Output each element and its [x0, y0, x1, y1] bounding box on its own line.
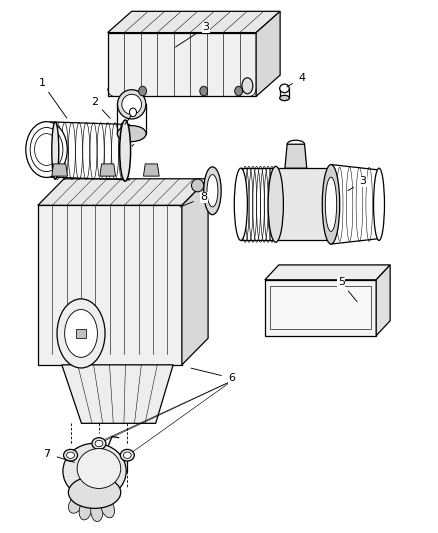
Ellipse shape — [191, 179, 204, 192]
Polygon shape — [108, 33, 256, 96]
Ellipse shape — [117, 90, 146, 119]
Polygon shape — [38, 179, 208, 205]
Ellipse shape — [35, 134, 59, 165]
Polygon shape — [270, 286, 371, 329]
Ellipse shape — [120, 120, 131, 181]
Ellipse shape — [322, 165, 340, 244]
Ellipse shape — [63, 443, 126, 499]
Polygon shape — [76, 329, 86, 338]
Ellipse shape — [65, 310, 97, 357]
Polygon shape — [376, 265, 390, 336]
Ellipse shape — [204, 167, 221, 215]
Text: 3: 3 — [360, 176, 367, 187]
Ellipse shape — [30, 127, 63, 172]
Circle shape — [130, 108, 137, 117]
Ellipse shape — [26, 122, 67, 177]
Ellipse shape — [67, 452, 74, 458]
Ellipse shape — [234, 168, 247, 240]
Ellipse shape — [374, 168, 385, 240]
Ellipse shape — [280, 84, 289, 93]
Polygon shape — [62, 365, 173, 423]
Text: 5: 5 — [338, 278, 345, 287]
Circle shape — [139, 86, 147, 96]
Ellipse shape — [95, 440, 103, 447]
Ellipse shape — [124, 452, 131, 458]
Circle shape — [200, 86, 208, 96]
Ellipse shape — [280, 95, 289, 101]
Polygon shape — [52, 164, 67, 176]
Text: 2: 2 — [91, 96, 98, 107]
Polygon shape — [265, 265, 390, 280]
Ellipse shape — [120, 449, 134, 461]
Ellipse shape — [57, 299, 105, 368]
Polygon shape — [182, 179, 208, 365]
Circle shape — [235, 86, 243, 96]
Text: 6: 6 — [229, 373, 236, 383]
Ellipse shape — [52, 122, 59, 179]
Polygon shape — [256, 11, 280, 96]
Polygon shape — [38, 205, 182, 365]
Ellipse shape — [122, 94, 141, 115]
Ellipse shape — [68, 495, 84, 513]
Text: 4: 4 — [298, 73, 306, 83]
Polygon shape — [100, 164, 116, 176]
Ellipse shape — [207, 175, 218, 207]
Polygon shape — [276, 168, 331, 240]
Ellipse shape — [64, 449, 78, 461]
Ellipse shape — [268, 166, 283, 243]
Ellipse shape — [91, 500, 103, 522]
Ellipse shape — [92, 438, 106, 449]
Ellipse shape — [77, 449, 121, 488]
Polygon shape — [265, 280, 376, 336]
Text: 1: 1 — [39, 78, 46, 88]
Polygon shape — [144, 164, 159, 176]
Polygon shape — [285, 144, 307, 168]
Ellipse shape — [68, 477, 121, 508]
Text: 8: 8 — [200, 192, 207, 203]
Ellipse shape — [325, 177, 337, 231]
Polygon shape — [108, 11, 280, 33]
Ellipse shape — [117, 126, 146, 142]
Text: 7: 7 — [43, 449, 50, 458]
Ellipse shape — [79, 499, 92, 520]
Ellipse shape — [101, 498, 114, 518]
Text: 3: 3 — [202, 22, 209, 33]
Ellipse shape — [242, 78, 253, 94]
